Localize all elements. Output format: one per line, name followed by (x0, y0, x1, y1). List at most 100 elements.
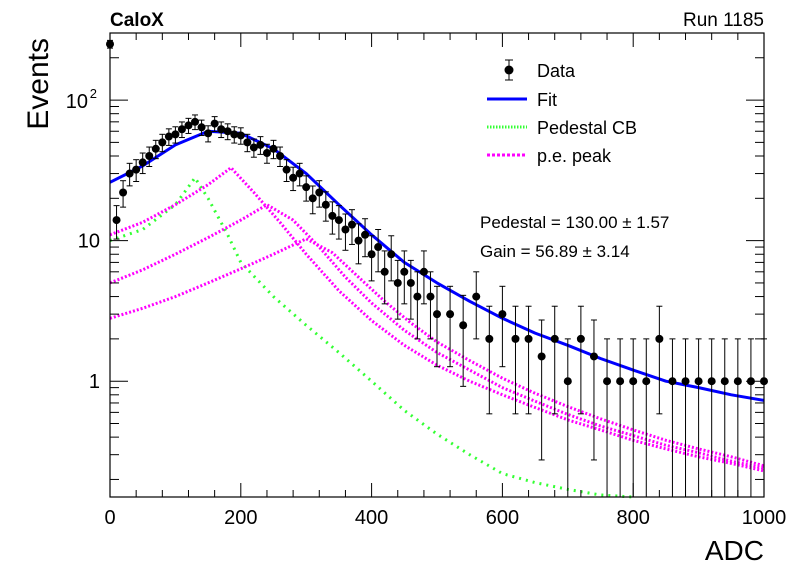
plot-frame (109, 32, 765, 498)
data-point (145, 146, 154, 168)
data-point (472, 271, 481, 340)
data-point (164, 128, 173, 146)
data-point (361, 218, 370, 258)
data-point (243, 133, 252, 153)
data-point (681, 338, 690, 497)
data-point (387, 235, 396, 282)
data-point (498, 285, 507, 368)
annotation-gain: Gain = 56.89 ± 3.14 (480, 242, 630, 261)
y-tick-label: 10 (66, 91, 88, 113)
data-point (177, 121, 186, 139)
data-point (276, 146, 285, 168)
legend-label-data: Data (537, 61, 576, 81)
data-point (321, 191, 330, 222)
pe-peak-curve (109, 166, 765, 473)
data-point (537, 319, 546, 461)
data-point (262, 143, 271, 164)
data-point (354, 223, 363, 265)
pe-peak-curve (109, 203, 765, 470)
legend-label-fit: Fit (537, 90, 557, 110)
data-point (419, 250, 428, 305)
data-point (524, 305, 533, 415)
data-point (269, 139, 278, 160)
data-point (171, 126, 180, 144)
data-point (550, 305, 559, 415)
x-axis-title: ADC (705, 535, 764, 566)
data-point (328, 201, 337, 235)
y-axis-title: Events (22, 38, 55, 130)
data-point (603, 338, 612, 497)
x-axis-ticks: 0 200 400 600 800 1000 (104, 33, 786, 529)
legend-label-pedestal: Pedestal CB (537, 118, 637, 138)
legend-label-pe-peak: p.e. peak (537, 146, 612, 166)
data-point (511, 305, 520, 415)
data-point (308, 185, 317, 215)
data-point (210, 116, 219, 132)
data-point (315, 180, 324, 208)
data-point (191, 114, 200, 131)
data-point (184, 117, 193, 134)
data-point (374, 228, 383, 273)
x-tick-label: 400 (355, 507, 388, 529)
data-point (236, 127, 245, 145)
y-tick-exponent: 2 (90, 86, 97, 101)
y-tick-label: 10 (78, 231, 100, 253)
data-point (223, 123, 232, 141)
data-point (302, 175, 311, 202)
data-point (138, 152, 147, 175)
data-point (230, 126, 239, 144)
data-point (426, 271, 435, 340)
data-point (655, 305, 664, 415)
data-point (413, 271, 422, 340)
data-point (380, 250, 389, 305)
data-point (151, 139, 160, 160)
data-point (367, 235, 376, 282)
data-point (132, 159, 141, 182)
data-point (733, 338, 742, 497)
data-point (629, 338, 638, 497)
data-point (119, 180, 128, 208)
data-point (668, 338, 677, 497)
data-point (563, 338, 572, 497)
data-point (642, 338, 651, 497)
data-point (295, 162, 304, 187)
data-point (158, 133, 167, 153)
x-tick-label: 800 (617, 507, 650, 529)
data-point (282, 159, 291, 182)
data-point (720, 338, 729, 497)
plot-data-points (106, 39, 768, 497)
data-point (459, 294, 468, 387)
data-point (341, 213, 350, 251)
data-point (433, 285, 441, 368)
data-point (204, 125, 213, 143)
data-point (217, 121, 226, 139)
data-point (256, 136, 265, 155)
data-point (249, 138, 258, 158)
data-point (393, 259, 402, 320)
y-tick-label: 1 (89, 371, 100, 393)
data-point (446, 285, 455, 368)
data-point (112, 205, 121, 240)
x-tick-label: 600 (486, 507, 519, 529)
data-point (197, 119, 206, 136)
data-point (589, 319, 598, 461)
data-point (485, 305, 494, 415)
data-point (125, 162, 134, 187)
data-point (576, 305, 585, 415)
data-point (289, 166, 298, 192)
data-point (707, 338, 716, 497)
data-point (400, 250, 409, 305)
x-tick-label: 200 (224, 507, 257, 529)
data-point (406, 259, 415, 320)
header-left-label: CaloX (110, 10, 164, 31)
x-tick-label: 1000 (742, 507, 787, 529)
legend-data-marker (504, 65, 514, 75)
data-point (694, 338, 703, 497)
data-point (334, 205, 343, 240)
x-tick-label: 0 (104, 507, 115, 529)
data-point (347, 209, 356, 245)
data-point (616, 338, 625, 497)
annotation-pedestal: Pedestal = 130.00 ± 1.57 (480, 213, 669, 232)
